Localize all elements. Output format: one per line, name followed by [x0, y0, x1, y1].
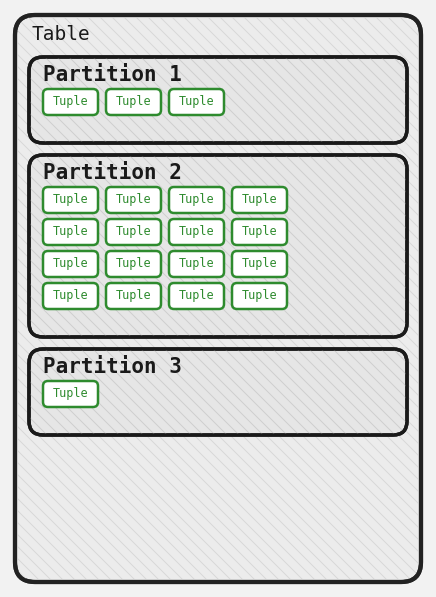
FancyBboxPatch shape [169, 283, 224, 309]
Text: Tuple: Tuple [116, 290, 151, 303]
Text: Tuple: Tuple [53, 290, 89, 303]
Text: Tuple: Tuple [116, 193, 151, 207]
Text: Tuple: Tuple [179, 193, 215, 207]
FancyBboxPatch shape [15, 15, 421, 582]
Text: Tuple: Tuple [242, 193, 277, 207]
Text: Tuple: Tuple [179, 257, 215, 270]
FancyBboxPatch shape [43, 283, 98, 309]
Text: Tuple: Tuple [116, 96, 151, 109]
Text: Tuple: Tuple [53, 193, 89, 207]
Text: Tuple: Tuple [242, 226, 277, 238]
FancyBboxPatch shape [106, 251, 161, 277]
FancyBboxPatch shape [106, 187, 161, 213]
Text: Table: Table [31, 25, 90, 44]
FancyBboxPatch shape [29, 349, 407, 435]
Text: Tuple: Tuple [53, 226, 89, 238]
FancyBboxPatch shape [43, 187, 98, 213]
FancyBboxPatch shape [169, 89, 224, 115]
FancyBboxPatch shape [29, 57, 407, 143]
FancyBboxPatch shape [106, 219, 161, 245]
FancyBboxPatch shape [169, 219, 224, 245]
FancyBboxPatch shape [106, 89, 161, 115]
FancyBboxPatch shape [106, 283, 161, 309]
FancyBboxPatch shape [232, 251, 287, 277]
FancyBboxPatch shape [43, 89, 98, 115]
Text: Tuple: Tuple [179, 96, 215, 109]
Text: Partition 1: Partition 1 [43, 65, 182, 85]
FancyBboxPatch shape [43, 251, 98, 277]
Text: Tuple: Tuple [242, 257, 277, 270]
FancyBboxPatch shape [232, 283, 287, 309]
FancyBboxPatch shape [232, 187, 287, 213]
Text: Tuple: Tuple [53, 387, 89, 401]
FancyBboxPatch shape [169, 251, 224, 277]
FancyBboxPatch shape [29, 155, 407, 337]
Text: Partition 3: Partition 3 [43, 357, 182, 377]
Text: Tuple: Tuple [53, 257, 89, 270]
Text: Tuple: Tuple [116, 257, 151, 270]
FancyBboxPatch shape [43, 219, 98, 245]
FancyBboxPatch shape [169, 187, 224, 213]
Text: Partition 2: Partition 2 [43, 163, 182, 183]
FancyBboxPatch shape [232, 219, 287, 245]
FancyBboxPatch shape [43, 381, 98, 407]
Text: Tuple: Tuple [242, 290, 277, 303]
Text: Tuple: Tuple [53, 96, 89, 109]
Text: Tuple: Tuple [179, 226, 215, 238]
Text: Tuple: Tuple [179, 290, 215, 303]
Text: Tuple: Tuple [116, 226, 151, 238]
